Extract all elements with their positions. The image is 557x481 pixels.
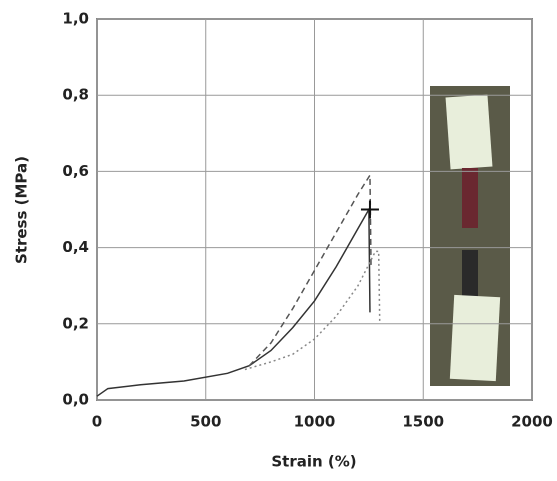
x-tick-label: 1500	[402, 413, 444, 431]
y-tick-label: 0,6	[62, 162, 89, 180]
y-tick-label: 0,4	[62, 238, 89, 256]
y-tick-label: 0,8	[62, 86, 89, 104]
x-axis-title: Strain (%)	[271, 453, 356, 471]
data-line	[244, 250, 381, 371]
y-axis-title: Stress (MPa)	[13, 156, 31, 264]
y-tick-label: 0,0	[62, 391, 89, 409]
x-tick-label: 0	[92, 413, 102, 431]
data-line	[96, 206, 371, 397]
specimen-bottom-grip	[449, 294, 501, 382]
y-tick-label: 1,0	[62, 10, 89, 28]
specimen-upper	[462, 168, 478, 228]
x-tick-label: 2000	[511, 413, 553, 431]
inset-photo	[430, 86, 510, 386]
specimen-lower	[462, 250, 478, 300]
specimen-top-grip	[445, 94, 493, 170]
data-line	[248, 172, 372, 367]
break-marker	[360, 200, 379, 219]
x-tick-label: 500	[190, 413, 221, 431]
x-tick-label: 1000	[294, 413, 336, 431]
y-tick-label: 0,2	[62, 314, 89, 332]
